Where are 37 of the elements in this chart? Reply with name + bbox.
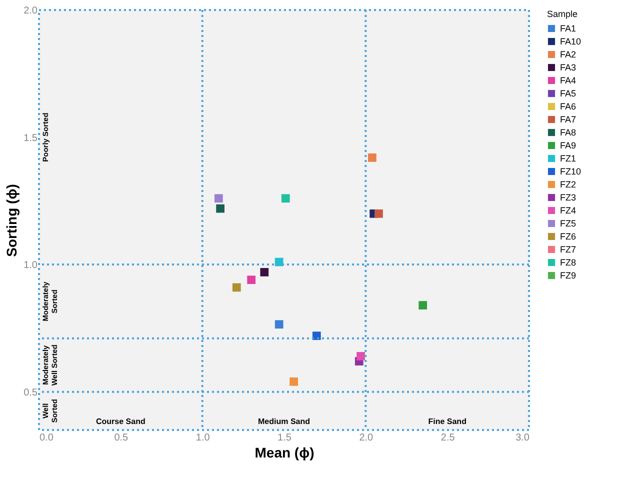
x-axis-title: Mean (ϕ) [254,444,314,460]
legend-label: FA7 [560,114,576,124]
y-tick-label: 1.0 [24,260,38,272]
x-tick-label: 0.5 [114,432,129,444]
legend-title: Sample [547,9,578,19]
y-tick-label: 2.0 [24,6,38,16]
annotation: Course Sand [96,417,146,426]
legend-label: FA9 [560,140,576,150]
annotation: Fine Sand [428,417,467,426]
legend-label: FA10 [560,36,582,46]
legend-label: FA6 [560,102,576,112]
legend-label: FA3 [560,62,576,72]
y-tick-label: 1.5 [24,132,38,144]
x-tick-label: 2.0 [359,432,374,444]
legend-label: FA4 [560,76,576,86]
legend-label: FZ1 [560,154,576,164]
y-tick-label: 0.5 [24,387,38,398]
legend-label: FZ2 [560,180,576,190]
x-tick-label: 3.0 [516,432,530,444]
x-tick-label: 2.5 [440,432,456,444]
legend-label: FA2 [560,50,576,60]
legend-label: FZ4 [560,206,576,216]
legend-label: FZ10 [560,166,582,176]
legend-label: FZ5 [560,218,576,228]
y-axis-title: Sorting (ϕ) [4,184,20,257]
x-tick-label: 0.0 [40,432,54,444]
legend-label: FA8 [560,128,576,138]
legend-label: FA5 [560,88,576,98]
legend-label: FZ6 [560,232,576,242]
legend-label: FA1 [560,24,576,34]
legend-label: FZ8 [560,258,576,268]
annotation: Medium Sand [258,417,310,426]
legend-label: FZ3 [560,192,576,202]
legend-label: FZ7 [560,244,576,254]
x-tick-label: 1.5 [278,432,292,444]
legend-label: FZ9 [560,270,576,280]
x-tick-label: 1.0 [196,432,210,444]
